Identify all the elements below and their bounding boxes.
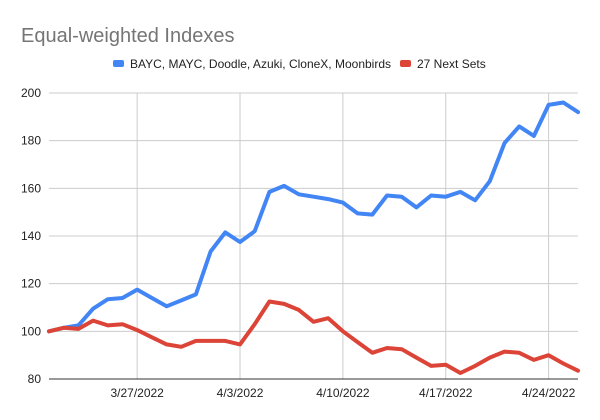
legend-swatch-series-2	[400, 60, 411, 67]
y-tick-label: 80	[28, 372, 42, 386]
y-tick-label: 160	[21, 181, 41, 195]
legend-label-series-1: BAYC, MAYC, Doodle, Azuki, CloneX, Moonb…	[130, 57, 391, 71]
y-axis-ticks: 80 100 120 140 160 180 200	[21, 86, 41, 386]
series	[47, 100, 580, 375]
legend-swatch-series-1	[113, 60, 124, 67]
x-tick-label: 3/27/2022	[110, 386, 164, 400]
x-tick-label: 4/10/2022	[316, 386, 370, 400]
series-line-2[interactable]	[47, 299, 580, 375]
x-tick-label: 4/17/2022	[419, 386, 473, 400]
series-line-1[interactable]	[47, 100, 580, 334]
x-axis-ticks: 3/27/2022 4/3/2022 4/10/2022 4/17/2022 4/24/…	[110, 386, 575, 400]
legend: BAYC, MAYC, Doodle, Azuki, CloneX, Moonb…	[113, 57, 486, 71]
chart-title: Equal-weighted Indexes	[21, 25, 234, 47]
x-tick-label: 4/3/2022	[217, 386, 264, 400]
legend-item-series-1[interactable]: BAYC, MAYC, Doodle, Azuki, CloneX, Moonb…	[113, 57, 391, 71]
y-tick-label: 200	[21, 86, 41, 100]
y-tick-label: 180	[21, 134, 41, 148]
y-tick-label: 140	[21, 229, 41, 243]
x-tick-label: 4/24/2022	[522, 386, 576, 400]
legend-item-series-2[interactable]: 27 Next Sets	[400, 57, 486, 71]
y-tick-label: 100	[21, 324, 41, 338]
y-tick-label: 120	[21, 277, 41, 291]
legend-label-series-2: 27 Next Sets	[417, 57, 486, 71]
grid	[49, 92, 578, 379]
